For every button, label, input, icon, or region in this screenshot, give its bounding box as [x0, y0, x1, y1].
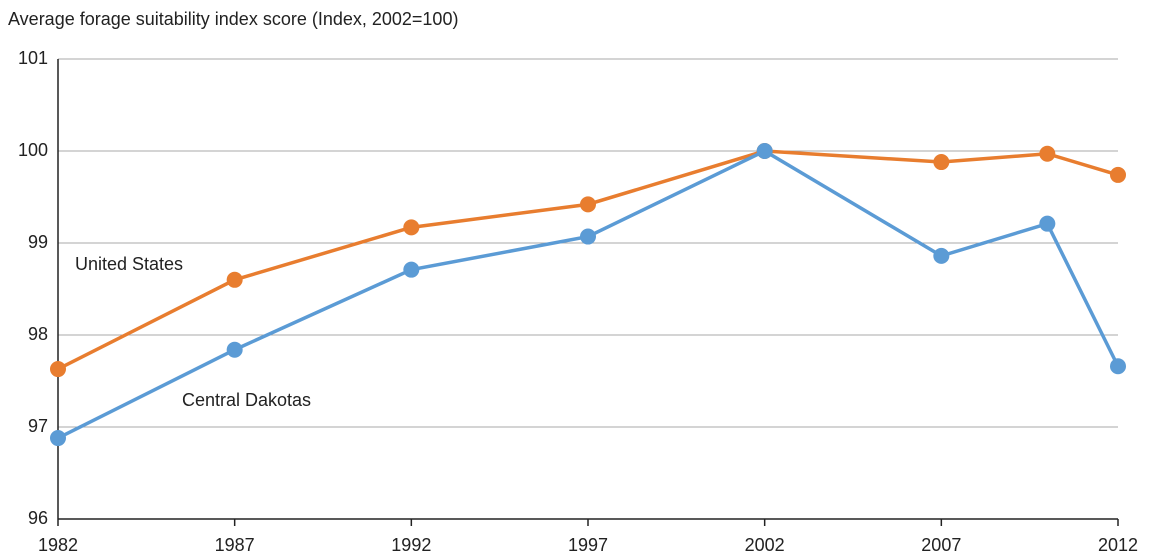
y-tick-label: 98: [28, 324, 48, 344]
point: [756, 143, 773, 159]
x-tick-label: 2012: [1098, 535, 1138, 555]
point: [1110, 166, 1126, 183]
point: [403, 219, 420, 236]
y-tick-label: 99: [28, 232, 48, 252]
series-label: United States: [75, 254, 183, 274]
x-tick-label: 1992: [391, 535, 431, 555]
x-tick-label: 1987: [215, 535, 255, 555]
point: [933, 154, 950, 171]
y-tick-label: 100: [18, 140, 48, 160]
x-tick-label: 1982: [38, 535, 78, 555]
point: [50, 430, 66, 447]
chart-title: Average forage suitability index score (…: [8, 9, 458, 29]
series-line: [57, 149, 1119, 371]
series-label: Central Dakotas: [182, 390, 311, 410]
x-tick-label: 2002: [745, 535, 785, 555]
x-tick-label: 1997: [568, 535, 608, 555]
point: [933, 247, 950, 264]
point: [50, 361, 66, 378]
x-tick-label: 2007: [921, 535, 961, 555]
point: [403, 261, 420, 278]
point: [226, 271, 243, 288]
point: [1039, 145, 1056, 162]
series-line: [57, 149, 1120, 440]
point: [580, 228, 596, 245]
y-tick-label: 101: [18, 48, 48, 68]
point: [226, 341, 243, 358]
y-tick-label: 96: [28, 508, 48, 528]
point: [580, 196, 596, 213]
point: [1110, 358, 1126, 375]
point: [1039, 215, 1056, 232]
y-tick-label: 97: [28, 416, 48, 436]
